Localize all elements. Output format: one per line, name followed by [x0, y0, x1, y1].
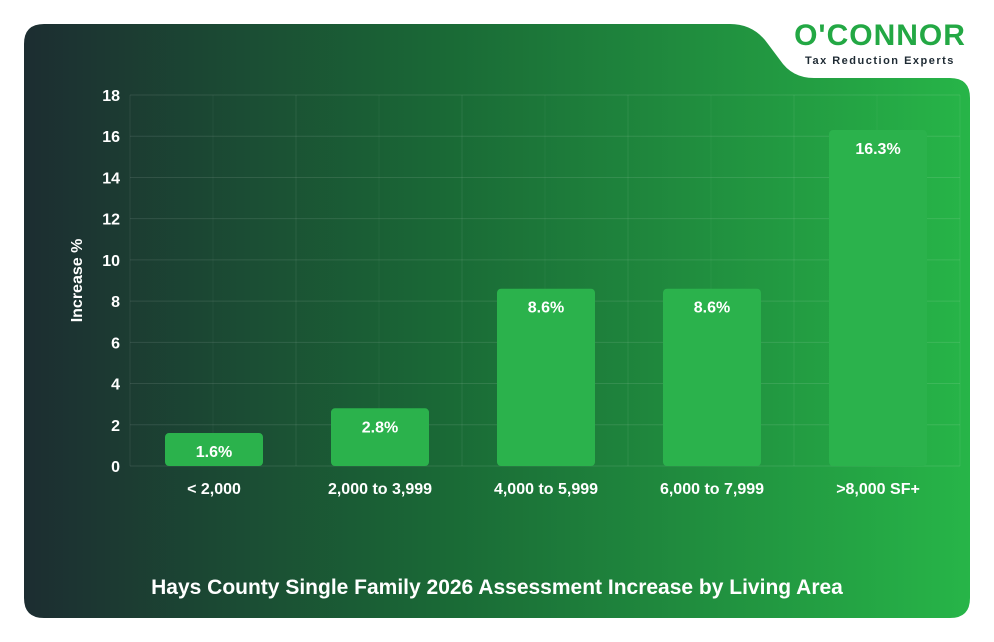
bar — [497, 288, 595, 466]
x-tick-label: 4,000 to 5,999 — [494, 481, 598, 498]
y-tick-label: 16 — [102, 129, 120, 146]
y-tick-label: 0 — [111, 459, 120, 476]
y-tick-label: 10 — [102, 253, 120, 270]
axes: 0 2 4 6 8 10 12 14 16 18 Increase % — [69, 88, 120, 476]
bar-value-label: 2.8% — [362, 419, 398, 436]
y-axis-label: Increase % — [69, 239, 86, 323]
y-tick-label: 6 — [111, 335, 120, 352]
chart-title: Hays County Single Family 2026 Assessmen… — [151, 576, 843, 599]
y-tick-label: 12 — [102, 212, 120, 229]
brand-name: O'CONNOR — [794, 19, 966, 52]
y-tick-label: 4 — [111, 377, 120, 394]
x-tick-label: >8,000 SF+ — [836, 481, 920, 498]
y-tick-label: 18 — [102, 88, 120, 105]
y-tick-label: 2 — [111, 418, 120, 435]
bar — [331, 408, 429, 466]
labels: 1.6% < 2,000 2.8% 2,000 to 3,999 8.6% 4,000 t… — [187, 141, 920, 498]
bar-value-label: 16.3% — [855, 141, 900, 158]
x-tick-label: < 2,000 — [187, 481, 241, 498]
bar — [663, 288, 761, 466]
brand-tagline: Tax Reduction Experts — [805, 55, 955, 67]
x-tick-label: 6,000 to 7,999 — [660, 481, 764, 498]
bar-value-label: 1.6% — [196, 444, 232, 461]
bar-value-label: 8.6% — [528, 300, 564, 317]
bar — [829, 130, 927, 467]
brand-logo: O'CONNOR Tax Reduction Experts — [780, 18, 980, 68]
y-tick-label: 8 — [111, 294, 120, 311]
bars — [165, 130, 927, 467]
bar — [165, 433, 263, 466]
x-tick-label: 2,000 to 3,999 — [328, 481, 432, 498]
y-tick-label: 14 — [102, 170, 120, 187]
bar-value-label: 8.6% — [694, 300, 730, 317]
